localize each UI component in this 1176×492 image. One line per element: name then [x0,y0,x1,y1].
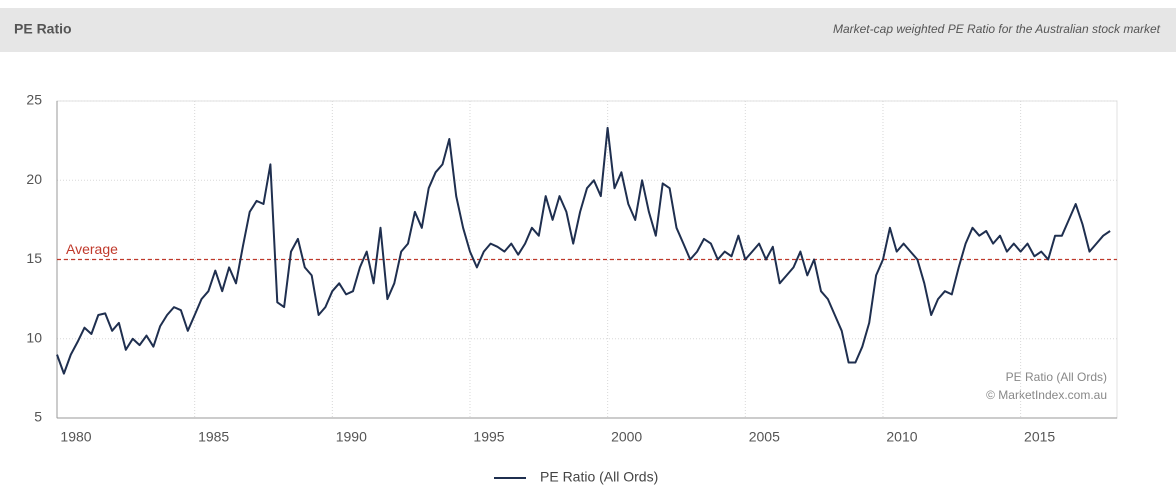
y-tick-label: 5 [34,409,42,425]
x-tick-label: 2000 [611,429,642,445]
chart-subtitle: Market-cap weighted PE Ratio for the Aus… [833,22,1161,36]
y-tick-label: 25 [26,92,42,108]
credit: PE Ratio (All Ords) [1006,370,1107,384]
pe-line [56,126,1111,375]
header-bar [0,8,1176,52]
legend-label: PE Ratio (All Ords) [540,469,658,485]
chart-title: PE Ratio [14,21,72,37]
x-tick-label: 1980 [60,429,91,445]
x-tick-label: 1990 [336,429,367,445]
average-label: Average [66,241,118,257]
x-tick-label: 1995 [473,429,504,445]
x-tick-label: 1985 [198,429,229,445]
y-tick-label: 20 [26,171,42,187]
y-tick-label: 15 [26,250,42,266]
x-tick-label: 2005 [749,429,780,445]
x-tick-label: 2010 [886,429,917,445]
x-tick-label: 2015 [1024,429,1055,445]
credit: © MarketIndex.com.au [986,388,1107,402]
y-tick-label: 10 [26,329,42,345]
